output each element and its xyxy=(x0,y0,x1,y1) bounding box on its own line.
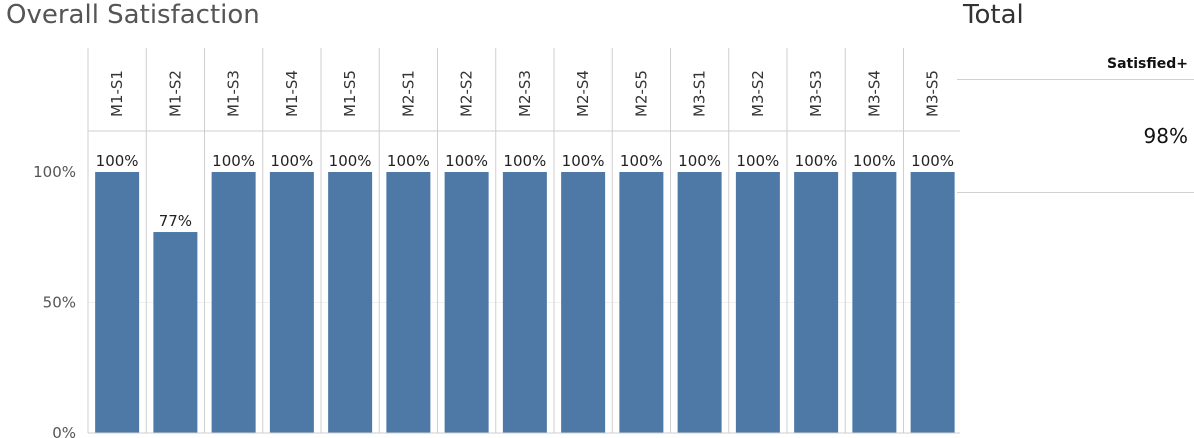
bar xyxy=(386,172,431,433)
data-label: 100% xyxy=(562,152,605,170)
bar xyxy=(852,172,897,433)
bar xyxy=(211,172,256,433)
bar xyxy=(677,172,722,433)
bar xyxy=(735,172,780,433)
category-label: M1-S4 xyxy=(283,70,301,117)
y-tick-label: 0% xyxy=(52,424,76,438)
category-label: M2-S4 xyxy=(574,70,592,117)
measure-header: Satisfied+ xyxy=(1107,56,1188,72)
data-label: 100% xyxy=(96,152,139,170)
bar xyxy=(328,172,373,433)
data-label: 100% xyxy=(795,152,838,170)
category-label: M1-S3 xyxy=(225,70,243,117)
y-tick-label: 50% xyxy=(43,294,76,312)
data-label: 100% xyxy=(911,152,954,170)
data-label: 100% xyxy=(620,152,663,170)
bar xyxy=(269,172,314,433)
bar xyxy=(619,172,664,433)
category-label: M2-S5 xyxy=(632,70,650,117)
category-label: M2-S1 xyxy=(399,70,417,117)
category-label: M3-S4 xyxy=(865,70,883,117)
category-label: M1-S2 xyxy=(166,70,184,117)
data-label: 100% xyxy=(678,152,721,170)
bar xyxy=(95,172,140,433)
category-label: M3-S2 xyxy=(749,70,767,117)
total-divider-bottom xyxy=(957,192,1194,193)
data-label: 100% xyxy=(736,152,779,170)
data-label: 77% xyxy=(159,212,192,230)
y-tick-label: 100% xyxy=(33,163,76,181)
data-label: 100% xyxy=(853,152,896,170)
total-divider-top xyxy=(957,79,1194,80)
data-label: 100% xyxy=(329,152,372,170)
data-label: 100% xyxy=(445,152,488,170)
bar xyxy=(794,172,839,433)
data-label: 100% xyxy=(387,152,430,170)
data-label: 100% xyxy=(212,152,255,170)
category-label: M2-S3 xyxy=(516,70,534,117)
total-value: 98% xyxy=(1143,124,1188,148)
category-label: M3-S5 xyxy=(924,70,942,117)
data-label: 100% xyxy=(503,152,546,170)
category-label: M3-S3 xyxy=(807,70,825,117)
bar xyxy=(910,172,955,433)
chart-title: Overall Satisfaction xyxy=(6,0,260,30)
category-label: M1-S5 xyxy=(341,70,359,117)
bar-chart: 0% 50% 100% 100% M1-S1 77% M1-S2 100% M1-S3 100% M… xyxy=(33,48,960,438)
category-label: M1-S1 xyxy=(108,70,126,117)
bar xyxy=(444,172,489,433)
category-label: M2-S2 xyxy=(458,70,476,117)
bar xyxy=(561,172,606,433)
category-label: M3-S1 xyxy=(691,70,709,117)
bar xyxy=(153,232,198,433)
data-label: 100% xyxy=(270,152,313,170)
total-title: Total xyxy=(963,0,1024,30)
bar xyxy=(502,172,547,433)
